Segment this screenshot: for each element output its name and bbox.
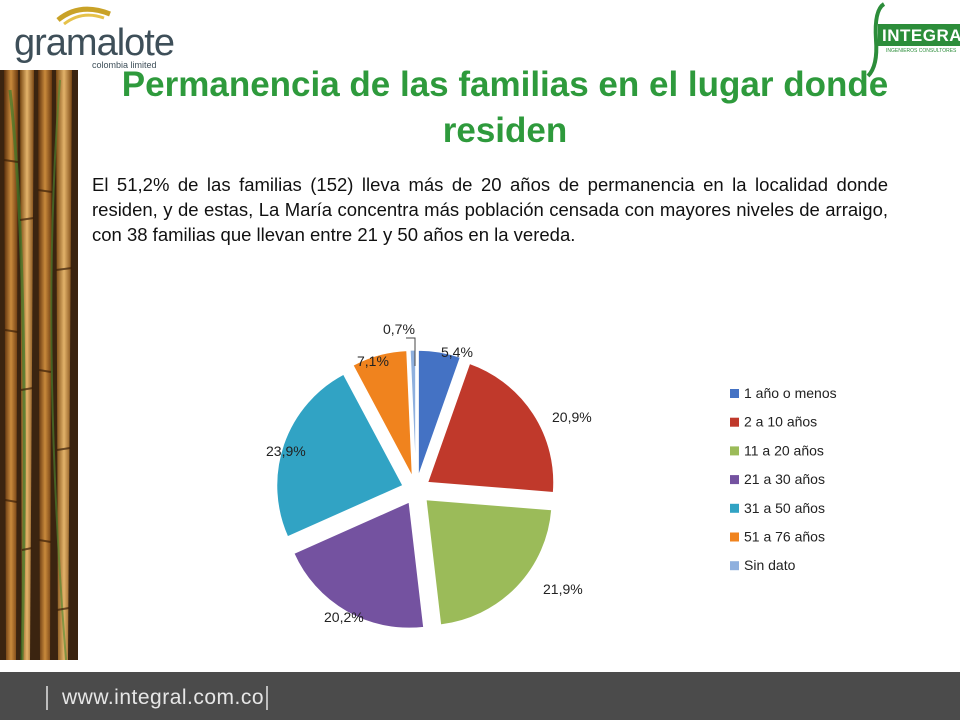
sugarcane-decoration	[0, 70, 78, 660]
logo-subtitle: colombia limited	[92, 60, 157, 70]
legend-swatch-6	[730, 532, 739, 542]
legend-entry-2: 2 a 10 años	[744, 414, 817, 430]
gramalote-leaf-icon	[56, 6, 111, 26]
leader-line-sin-dato	[406, 337, 416, 366]
footer-url[interactable]: www.integral.com.co	[62, 686, 265, 709]
slide-title: Permanencia de las familias en el lugar …	[121, 65, 889, 150]
legend-entry-1: 1 año o menos	[744, 385, 837, 401]
pie-chart-canvas: 5,4% 20,9% 21,9% 20,2% 23,9% 7,1% 0,7% 1 año o …	[266, 321, 837, 629]
legend-entry-7: Sin dato	[744, 557, 796, 573]
gramalote-logo: gramalote colombia limited	[0, 0, 180, 72]
integral-subtitle: INGENIEROS CONSULTORES	[886, 48, 957, 54]
pie-slice-2	[427, 362, 555, 493]
data-label-1: 5,4%	[441, 344, 473, 360]
data-label-2: 20,9%	[552, 409, 592, 425]
legend-swatch-3	[730, 446, 739, 456]
data-label-3: 21,9%	[543, 581, 583, 597]
data-label-4: 20,2%	[324, 609, 364, 625]
legend-entry-5: 31 a 50 años	[744, 500, 825, 516]
pie-slice-6	[352, 350, 413, 477]
pie-slice-4	[293, 501, 425, 629]
pie-slice-7	[409, 349, 417, 477]
integral-logo: INTEGRAL INGENIEROS CONSULTORES	[862, 0, 960, 80]
pie-slice-3	[425, 499, 553, 626]
legend-swatch-4	[730, 475, 739, 485]
footer-bar: www.integral.com.co	[0, 672, 960, 720]
legend-swatch-1	[730, 389, 739, 398]
pie-chart: 5,4% 20,9% 21,9% 20,2% 23,9% 7,1% 0,7% 1 año o …	[220, 300, 920, 640]
legend-swatch-7	[730, 561, 739, 571]
footer-divider-left	[46, 686, 48, 710]
legend-entry-6: 51 a 76 años	[744, 529, 825, 545]
legend-entry-4: 21 a 30 años	[744, 471, 825, 487]
data-label-6: 7,1%	[357, 353, 389, 369]
data-label-7: 0,7%	[383, 321, 415, 337]
integral-emblem-icon	[866, 2, 960, 78]
legend-entry-3: 11 a 20 años	[744, 442, 824, 458]
integral-wordmark: INTEGRAL	[882, 26, 960, 45]
data-label-5: 23,9%	[266, 443, 306, 459]
footer-divider-right	[266, 686, 268, 710]
legend-swatch-5	[730, 503, 739, 513]
summary-paragraph: El 51,2% de las familias (152) lleva más…	[92, 174, 888, 245]
pie-slice-1	[417, 349, 461, 477]
logo-wordmark: gramalote	[14, 22, 175, 64]
legend-swatch-2	[730, 417, 739, 427]
pie-slice-5	[276, 373, 404, 538]
